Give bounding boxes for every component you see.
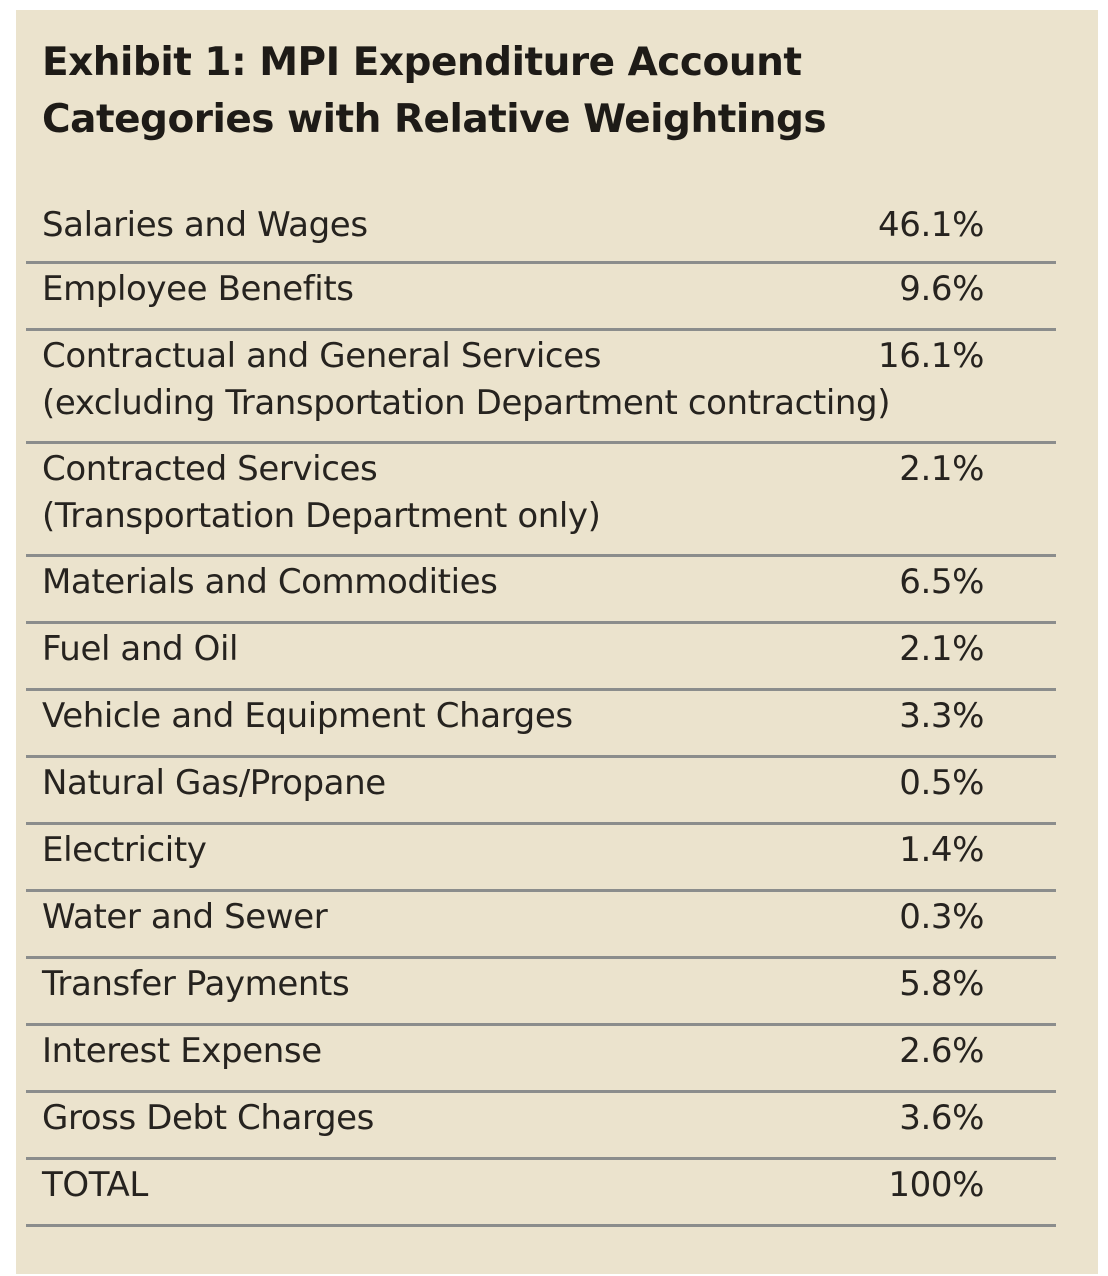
row-value: 2.6% [899, 1031, 984, 1071]
weightings-table: Salaries and Wages 46.1% Employee Benefi… [26, 198, 1056, 1227]
row-label: Electricity [42, 830, 207, 870]
table-row-natural-gas-propane: Natural Gas/Propane 0.5% [26, 758, 1056, 825]
table-row-interest-expense: Interest Expense 2.6% [26, 1026, 1056, 1093]
row-label: Materials and Commodities [42, 562, 498, 602]
row-value: 16.1% [877, 336, 984, 376]
row-value: 0.5% [899, 763, 984, 803]
row-label: Natural Gas/Propane [42, 763, 386, 803]
row-label: Interest Expense [42, 1031, 322, 1071]
row-value: 3.6% [899, 1098, 984, 1138]
row-value: 100% [888, 1165, 984, 1205]
row-value: 2.1% [899, 629, 984, 669]
row-value: 5.8% [899, 964, 984, 1004]
row-value: 2.1% [899, 449, 984, 489]
row-label: Vehicle and Equipment Charges [42, 696, 573, 736]
table-row-vehicle-and-equipment-charges: Vehicle and Equipment Charges 3.3% [26, 691, 1056, 758]
table-row-water-and-sewer: Water and Sewer 0.3% [26, 892, 1056, 959]
row-value: 6.5% [899, 562, 984, 602]
row-label: Salaries and Wages [42, 205, 368, 245]
exhibit-title: Exhibit 1: MPI Expenditure Account Categ… [42, 34, 827, 148]
table-row-total: TOTAL 100% [26, 1160, 1056, 1227]
row-value: 1.4% [899, 830, 984, 870]
table-row-salaries-and-wages: Salaries and Wages 46.1% [26, 198, 1056, 264]
table-row-electricity: Electricity 1.4% [26, 825, 1056, 892]
table-row-fuel-and-oil: Fuel and Oil 2.1% [26, 624, 1056, 691]
row-label: Contracted Services (Transportation Depa… [42, 446, 601, 540]
table-row-employee-benefits: Employee Benefits 9.6% [26, 264, 1056, 331]
row-label: Fuel and Oil [42, 629, 239, 669]
row-label: Employee Benefits [42, 269, 354, 309]
row-label-main: Contractual and General Services [42, 336, 602, 376]
row-label: Water and Sewer [42, 897, 328, 937]
exhibit-panel: Exhibit 1: MPI Expenditure Account Categ… [16, 10, 1098, 1274]
row-value: 0.3% [899, 897, 984, 937]
row-label-sub: (Transportation Department only) [42, 496, 601, 536]
row-label-sub: (excluding Transportation Department con… [42, 383, 891, 423]
row-label: TOTAL [42, 1165, 148, 1205]
row-value: 9.6% [899, 269, 984, 309]
row-value: 46.1% [877, 205, 984, 245]
table-row-materials-and-commodities: Materials and Commodities 6.5% [26, 557, 1056, 624]
table-row-contractual-and-general-services: Contractual and General Services (exclud… [26, 331, 1056, 444]
table-row-transfer-payments: Transfer Payments 5.8% [26, 959, 1056, 1026]
row-label: Transfer Payments [42, 964, 350, 1004]
row-label: Contractual and General Services (exclud… [42, 333, 890, 427]
row-label: Gross Debt Charges [42, 1098, 374, 1138]
exhibit-title-line-1: Exhibit 1: MPI Expenditure Account [42, 40, 802, 85]
row-value: 3.3% [899, 696, 984, 736]
row-label-main: Contracted Services [42, 449, 378, 489]
table-row-contracted-services: Contracted Services (Transportation Depa… [26, 444, 1056, 557]
exhibit-title-line-2: Categories with Relative Weightings [42, 97, 827, 142]
table-row-gross-debt-charges: Gross Debt Charges 3.6% [26, 1093, 1056, 1160]
